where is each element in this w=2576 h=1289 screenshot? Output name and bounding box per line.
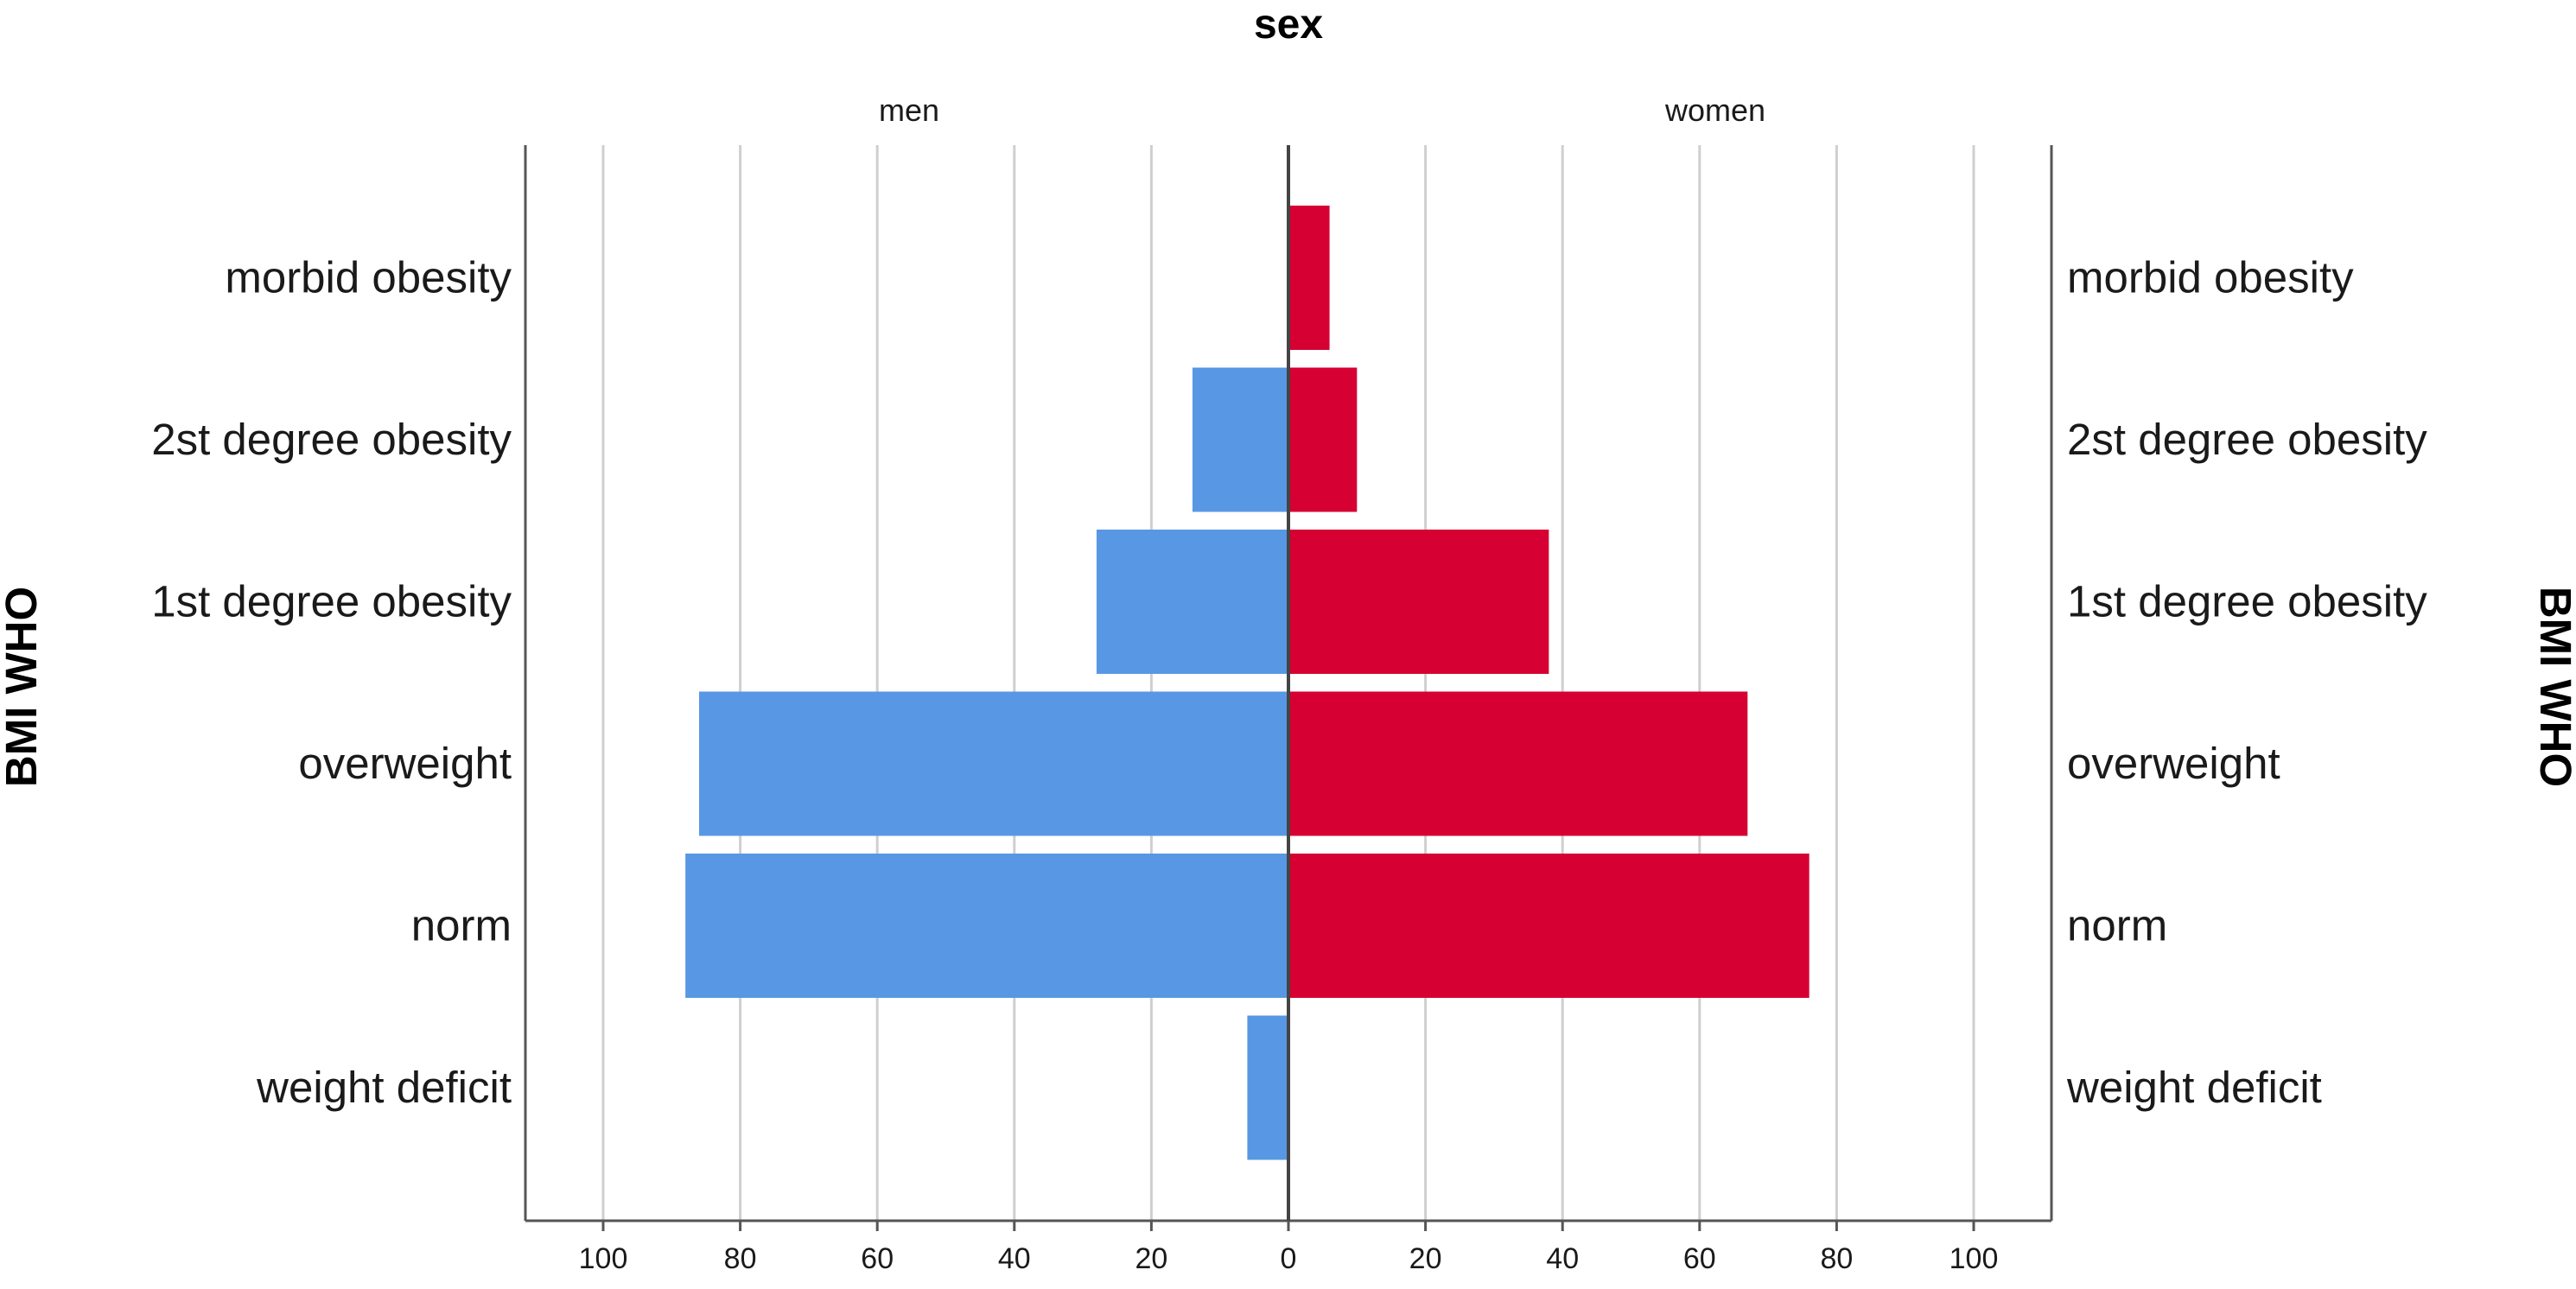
bar-women-4 <box>1288 854 1810 998</box>
panel-label-men: men <box>879 92 939 128</box>
bar-men-4 <box>685 854 1288 998</box>
bar-men-3 <box>699 691 1288 836</box>
category-label-right-4: norm <box>2067 901 2167 950</box>
x-tick-label-4: 20 <box>1135 1242 1167 1275</box>
x-tick-label-6: 20 <box>1409 1242 1442 1275</box>
category-label-left-3: overweight <box>298 739 512 788</box>
category-label-right-3: overweight <box>2067 739 2280 788</box>
chart-title: sex <box>1254 2 1323 48</box>
bar-women-2 <box>1288 530 1549 674</box>
x-tick-label-9: 80 <box>1820 1242 1853 1275</box>
x-tick-label-3: 40 <box>998 1242 1031 1275</box>
x-tick-label-2: 60 <box>861 1242 894 1275</box>
bar-women-1 <box>1288 367 1358 512</box>
x-tick-label-0: 100 <box>579 1242 628 1275</box>
category-label-right-0: morbid obesity <box>2067 253 2354 302</box>
category-label-left-2: 1st degree obesity <box>151 577 512 626</box>
category-label-right-2: 1st degree obesity <box>2067 577 2427 626</box>
x-tick-label-8: 60 <box>1683 1242 1716 1275</box>
category-label-right-1: 2st degree obesity <box>2067 415 2427 464</box>
x-tick-label-7: 40 <box>1546 1242 1579 1275</box>
bar-men-2 <box>1096 530 1288 674</box>
category-label-left-5: weight deficit <box>256 1063 512 1112</box>
x-tick-label-10: 100 <box>1949 1242 1999 1275</box>
category-label-right-5: weight deficit <box>2066 1063 2322 1112</box>
y-axis-title-right: BMI WHO <box>2531 587 2576 787</box>
category-label-left-4: norm <box>411 901 512 950</box>
bar-men-5 <box>1247 1015 1288 1160</box>
category-label-left-1: 2st degree obesity <box>151 415 512 464</box>
x-tick-label-5: 0 <box>1281 1242 1297 1275</box>
plot-area: 100 80 60 40 20 0 20 40 60 80 100 morbid obesity mor… <box>151 145 2427 1275</box>
panel-label-women: women <box>1664 92 1765 128</box>
bar-men-1 <box>1192 367 1288 512</box>
bar-women-3 <box>1288 691 1748 836</box>
category-label-left-0: morbid obesity <box>225 253 512 302</box>
bar-women-0 <box>1288 206 1330 350</box>
y-axis-title-left: BMI WHO <box>0 587 46 787</box>
x-tick-label-1: 80 <box>724 1242 757 1275</box>
